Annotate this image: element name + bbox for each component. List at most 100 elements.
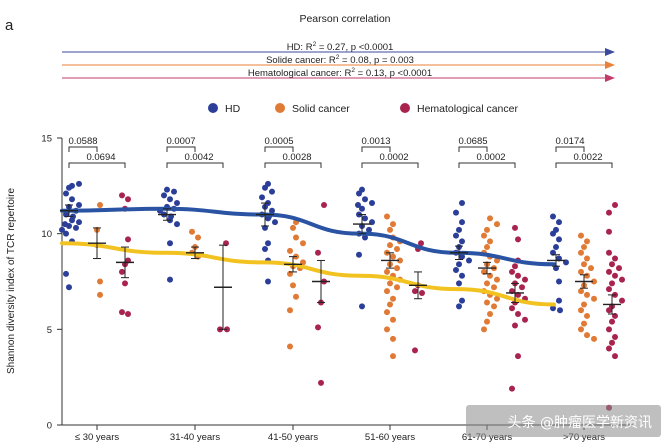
pvalue-bracket — [264, 146, 294, 152]
data-point — [265, 215, 271, 222]
data-point — [556, 297, 562, 304]
data-point — [515, 311, 521, 318]
data-point — [484, 226, 490, 233]
data-point — [195, 234, 201, 241]
pvalue-bracket — [68, 146, 98, 152]
data-point — [609, 280, 615, 287]
pvalue-bracket — [458, 146, 488, 152]
corr-label-sup: 2 — [336, 54, 340, 61]
data-point — [362, 196, 368, 203]
data-point — [578, 288, 584, 295]
data-point — [287, 307, 293, 314]
data-point — [453, 209, 459, 216]
data-point — [581, 261, 587, 268]
x-tick-label: ≤ 30 years — [75, 432, 120, 442]
data-point — [484, 299, 490, 306]
data-point — [515, 236, 521, 243]
data-point — [619, 297, 625, 304]
data-point — [606, 345, 612, 352]
data-point — [459, 253, 465, 260]
data-point — [355, 201, 361, 208]
x-tick-label: 31-40 years — [170, 432, 220, 442]
data-point — [453, 232, 459, 239]
legend-marker — [208, 103, 218, 113]
data-point — [97, 278, 103, 285]
data-point — [189, 228, 195, 235]
corr-label: Hematological cancer: R2 = 0.13, p <0.00… — [248, 67, 432, 79]
pvalue-bracket — [361, 146, 391, 152]
data-point — [394, 284, 400, 291]
data-point — [356, 190, 362, 197]
data-point — [59, 226, 65, 233]
pvalue-label: 0.0174 — [555, 136, 584, 147]
data-point — [167, 196, 173, 203]
data-point — [612, 353, 618, 360]
data-point — [456, 261, 462, 268]
watermark: 头条 @肿瘤医学新资讯 — [508, 414, 652, 431]
pvalue-label: 0.0005 — [264, 136, 293, 147]
data-point — [394, 265, 400, 272]
data-point — [125, 311, 131, 318]
trend-line — [60, 241, 556, 307]
data-point — [556, 219, 562, 226]
data-point — [418, 240, 424, 247]
data-point — [584, 332, 590, 339]
data-point — [171, 188, 177, 195]
data-point — [174, 221, 180, 228]
data-point — [315, 249, 321, 256]
data-point — [487, 238, 493, 245]
pvalue-brackets: 0.0588 0.0007 0.0005 0.0013 0.0685 0.0174 0.06… — [68, 136, 613, 168]
data-point — [384, 326, 390, 333]
data-point — [453, 267, 459, 274]
data-point — [69, 217, 75, 224]
data-point — [119, 268, 125, 275]
data-point — [509, 268, 515, 275]
data-point — [584, 255, 590, 262]
data-point — [125, 196, 131, 203]
data-point — [581, 320, 587, 327]
data-point — [359, 205, 365, 212]
data-point — [519, 284, 525, 291]
data-point — [591, 295, 597, 302]
data-point — [612, 272, 618, 279]
data-point — [384, 213, 390, 220]
data-point — [125, 236, 131, 243]
data-point — [259, 194, 265, 201]
data-point — [387, 301, 393, 308]
watermark-bg — [466, 405, 661, 437]
data-point — [362, 234, 368, 241]
data-point — [63, 190, 69, 197]
data-point — [557, 307, 563, 314]
data-point — [578, 307, 584, 314]
data-point — [609, 339, 615, 346]
data-point — [262, 245, 268, 252]
data-point — [487, 311, 493, 318]
data-point — [287, 343, 293, 350]
data-point — [491, 284, 497, 291]
data-point — [481, 232, 487, 239]
data-point — [606, 326, 612, 333]
corr-label: Solide cancer: R2 = 0.08, p = 0.003 — [266, 54, 414, 66]
trend-lines — [60, 206, 556, 307]
data-point — [459, 219, 465, 226]
pvalue-label: 0.0002 — [379, 152, 408, 163]
data-point — [581, 244, 587, 251]
data-point — [384, 288, 390, 295]
pvalue-bracket — [166, 146, 196, 152]
data-point — [619, 276, 625, 283]
data-point — [578, 249, 584, 256]
data-point — [606, 228, 612, 235]
data-point — [522, 276, 528, 283]
y-tick-label: 10 — [41, 229, 52, 240]
data-point — [359, 303, 365, 310]
data-point — [606, 268, 612, 275]
data-point — [456, 280, 462, 287]
data-point — [606, 307, 612, 314]
data-point — [269, 207, 275, 214]
data-point — [390, 253, 396, 260]
legend: HD Solid cancer Hematological cancer — [208, 103, 518, 115]
corr-label-suffix: = 0.08, p = 0.003 — [339, 55, 413, 66]
legend-marker — [275, 103, 285, 113]
data-point — [612, 201, 618, 208]
